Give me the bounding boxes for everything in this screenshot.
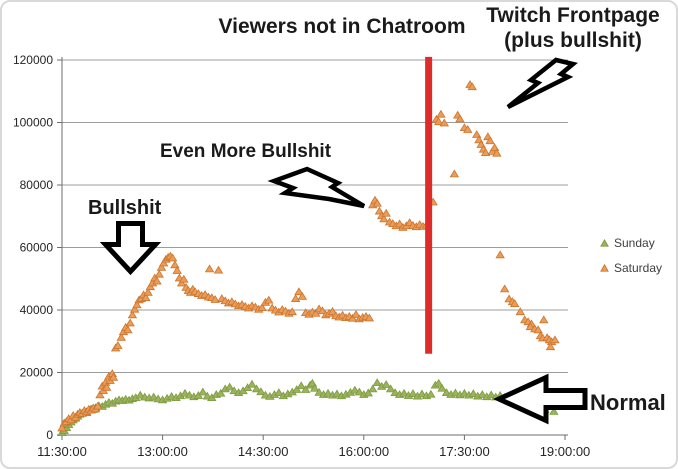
svg-text:80000: 80000 — [20, 178, 54, 192]
svg-text:19:00:00: 19:00:00 — [540, 444, 591, 459]
legend-label-saturday: Saturday — [614, 261, 663, 275]
annotation-normal: Normal — [590, 390, 666, 415]
legend-item-sunday: Sunday — [600, 235, 662, 251]
svg-text:16:00:00: 16:00:00 — [338, 444, 389, 459]
svg-text:14:30:00: 14:30:00 — [238, 444, 289, 459]
legend-label-sunday: Sunday — [614, 236, 655, 250]
svg-text:100000: 100000 — [13, 116, 53, 130]
svg-text:11:30:00: 11:30:00 — [37, 444, 87, 459]
normal-left-arrow-icon — [492, 373, 588, 425]
svg-text:17:30:00: 17:30:00 — [439, 444, 490, 459]
annotation-even-more-bullshit: Even More Bullshit — [160, 141, 332, 162]
even-more-bullshit-arrow-icon — [267, 166, 366, 209]
annotation-twitch-frontpage: Twitch Frontpage (plus bullshit) — [467, 3, 676, 53]
lightning-bolt-icon — [506, 57, 578, 110]
annotation-twitch-frontpage-line1: Twitch Frontpage — [486, 4, 660, 27]
annotation-bullshit: Bullshit — [88, 197, 162, 219]
svg-text:40000: 40000 — [20, 303, 54, 317]
legend-item-saturday: Saturday — [600, 260, 662, 276]
chart-legend: Sunday Saturday — [600, 235, 662, 285]
sunday-marker-icon — [600, 238, 609, 247]
svg-text:60000: 60000 — [20, 241, 54, 255]
saturday-marker-icon — [600, 263, 609, 272]
chart-title: Viewers not in Chatroom — [218, 15, 466, 38]
svg-text:0: 0 — [46, 428, 53, 442]
annotation-shapes — [99, 57, 588, 425]
bullshit-down-arrow-icon — [99, 221, 162, 276]
svg-text:20000: 20000 — [20, 366, 54, 380]
annotation-twitch-frontpage-line2: (plus bullshit) — [504, 29, 642, 52]
svg-text:13:00:00: 13:00:00 — [137, 444, 188, 459]
svg-text:120000: 120000 — [13, 53, 53, 67]
